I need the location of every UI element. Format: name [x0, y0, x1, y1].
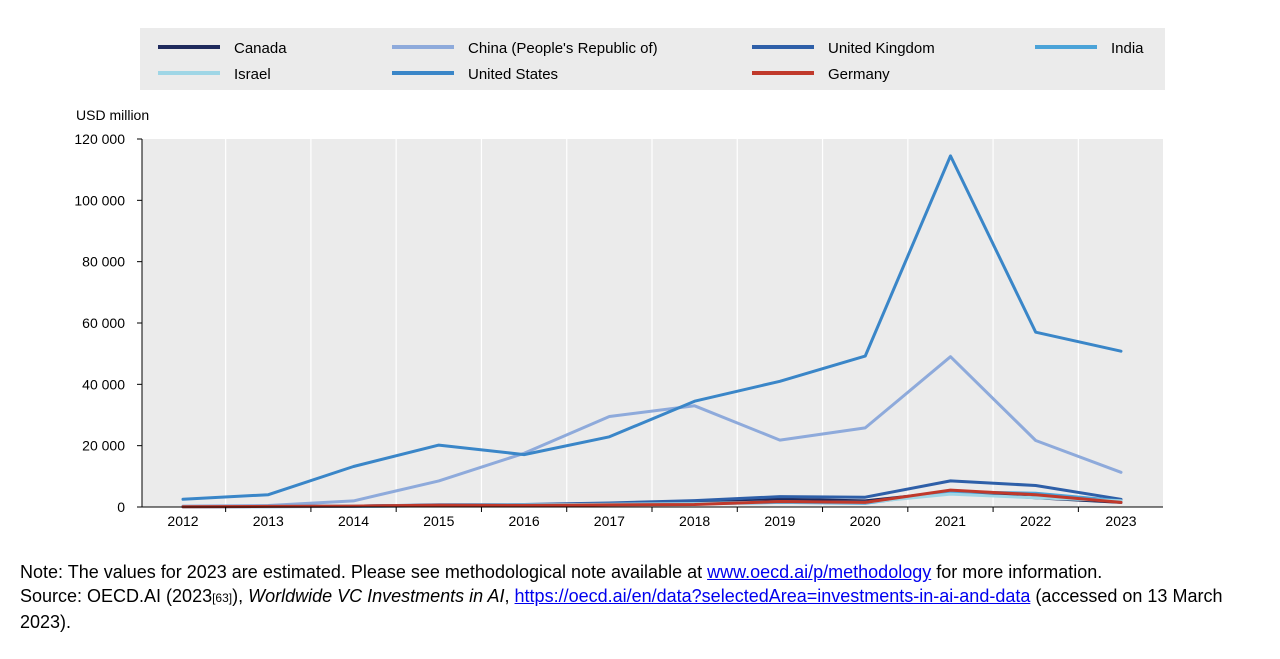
- y-tick-label: 120 000: [74, 131, 125, 147]
- x-tick-label: 2021: [935, 513, 966, 529]
- x-tick-label: 2017: [594, 513, 625, 529]
- axes: 0 20 000 40 000 60 000 80 000 100 000 120 000 2…: [74, 131, 1163, 529]
- line-chart: Canada China (People's Republic of) United…: [74, 28, 1165, 529]
- legend-label: United Kingdom: [828, 40, 935, 57]
- x-tick-label: 2013: [253, 513, 284, 529]
- legend-label: Canada: [234, 40, 287, 57]
- series-line-1: [181, 355, 1123, 508]
- legend-label: India: [1111, 40, 1144, 57]
- series-line-6: [181, 488, 1123, 509]
- y-tick-label: 20 000: [82, 438, 125, 454]
- note-text: Note: The values for 2023 are estimated.…: [20, 562, 708, 582]
- note-line: Note: The values for 2023 are estimated.…: [20, 560, 1260, 584]
- chart-notes: Note: The values for 2023 are estimated.…: [20, 560, 1260, 634]
- methodology-link[interactable]: www.oecd.ai/p/methodology: [707, 562, 932, 582]
- y-tick-label: 40 000: [82, 376, 125, 392]
- y-tick-label: 60 000: [82, 315, 125, 331]
- y-tick-label: 100 000: [74, 192, 125, 208]
- series-lines: [181, 154, 1123, 509]
- legend-label: China (People's Republic of): [468, 40, 658, 57]
- legend-label: United States: [468, 66, 558, 83]
- x-tick-label: 2014: [338, 513, 369, 529]
- x-tick-label: 2016: [509, 513, 540, 529]
- legend-label: Germany: [828, 66, 890, 83]
- source-line: Source: OECD.AI (2023[63]), Worldwide VC…: [20, 584, 1260, 634]
- source-mid: ),: [232, 586, 249, 606]
- x-tick-label: 2019: [764, 513, 795, 529]
- source-link[interactable]: https://oecd.ai/en/data?selectedArea=inv…: [514, 586, 1031, 606]
- y-unit-label: USD million: [76, 107, 149, 123]
- x-tick-label: 2020: [850, 513, 881, 529]
- source-suffix: (accessed on 13 March 2023).: [20, 586, 1223, 632]
- source-text: Source: OECD.AI (2023: [20, 586, 213, 606]
- source-title: Worldwide VC Investments in AI: [248, 586, 505, 606]
- legend-background: [140, 28, 1165, 90]
- source-separator: ,: [504, 586, 515, 606]
- note-suffix: for more information.: [931, 562, 1103, 582]
- x-tick-label: 2018: [679, 513, 710, 529]
- x-tick-label: 2022: [1020, 513, 1051, 529]
- grid-lines: [225, 139, 1079, 507]
- series-line-5: [181, 154, 1123, 501]
- chart-legend: Canada China (People's Republic of) United…: [158, 40, 1144, 83]
- y-tick-label: 80 000: [82, 254, 125, 270]
- x-tick-label: 2012: [167, 513, 198, 529]
- reference-number: [63]: [212, 591, 233, 605]
- x-tick-label: 2015: [423, 513, 454, 529]
- y-tick-label: 0: [117, 499, 125, 515]
- x-tick-label: 2023: [1105, 513, 1136, 529]
- legend-label: Israel: [234, 66, 271, 83]
